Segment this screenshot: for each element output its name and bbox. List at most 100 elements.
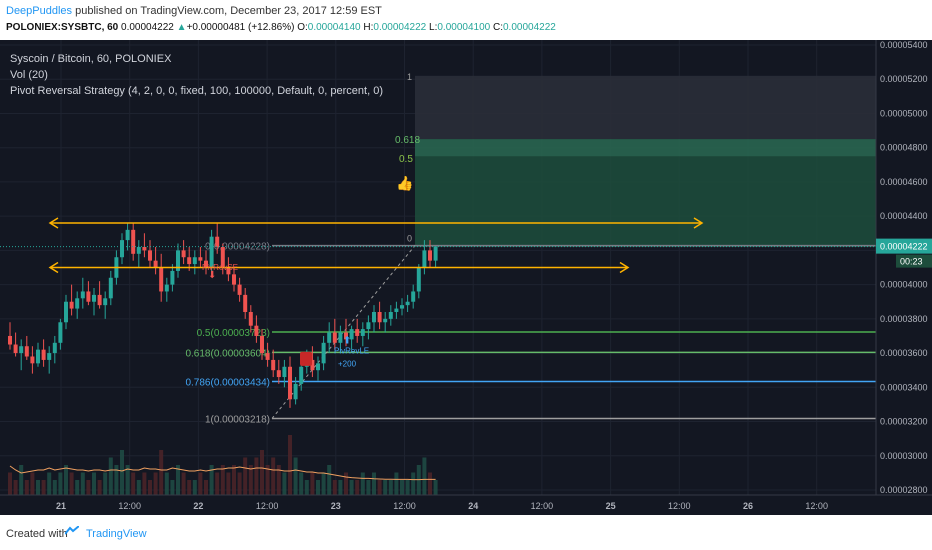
author-link[interactable]: DeepPuddles bbox=[6, 5, 73, 17]
projection-zone-band bbox=[415, 139, 876, 157]
candle-body bbox=[215, 236, 220, 247]
price-axis-label: 0.00004800 bbox=[880, 143, 928, 153]
candle-body bbox=[433, 246, 438, 261]
pivot-long-label: PivRevLE bbox=[334, 347, 369, 356]
ray-arrow-left-icon bbox=[48, 217, 59, 229]
price-axis-label: 0.00003400 bbox=[880, 382, 928, 392]
volume-bar bbox=[13, 480, 18, 495]
fib-level-label: 0.618(0.00003604) bbox=[185, 348, 270, 359]
candle-body bbox=[19, 346, 24, 354]
projection-zone-upper bbox=[415, 75, 876, 140]
volume-bar bbox=[377, 480, 382, 495]
candle-body bbox=[159, 267, 164, 292]
volume-bar bbox=[136, 480, 141, 495]
volume-bar bbox=[64, 465, 68, 495]
volume-bar bbox=[276, 465, 281, 495]
volume-bar bbox=[192, 480, 197, 495]
candle-body bbox=[170, 270, 175, 285]
candle-body bbox=[198, 257, 203, 261]
horizontal-rays[interactable] bbox=[48, 217, 704, 274]
pivot-short-label: PivRevSE bbox=[202, 263, 238, 272]
ohlc-bar: POLONIEX:SYSBTC, 60 0.00004222 ▲+0.00000… bbox=[6, 22, 556, 33]
volume-bar bbox=[103, 472, 108, 495]
candle-body bbox=[293, 383, 298, 400]
volume-bar bbox=[428, 472, 432, 495]
strategy-markers: PivRevSE⬇ ⬆PivRevLE +200 👍 bbox=[202, 175, 413, 369]
time-axis-label: 12:00 bbox=[668, 501, 691, 511]
volume-bar bbox=[383, 480, 388, 495]
candle-body bbox=[192, 257, 197, 265]
ray-arrow-right-icon bbox=[693, 217, 704, 229]
volume-bar bbox=[181, 472, 186, 495]
volume-bar bbox=[260, 450, 264, 495]
candle-body bbox=[237, 284, 242, 295]
time-axis-label: 23 bbox=[331, 501, 341, 511]
candle-body bbox=[41, 349, 46, 360]
candle-body bbox=[288, 366, 292, 400]
candle-body bbox=[338, 332, 343, 343]
volume-bar bbox=[299, 472, 304, 495]
tradingview-brand-link[interactable]: TradingView bbox=[86, 528, 147, 540]
volume-bar bbox=[293, 457, 298, 495]
volume-bar bbox=[366, 480, 371, 495]
volume-bar bbox=[288, 435, 292, 495]
ray-arrow-left-icon bbox=[48, 261, 59, 274]
close-label: C: bbox=[493, 22, 503, 33]
volume-bar bbox=[24, 480, 29, 495]
time-axis-label: 25 bbox=[606, 501, 616, 511]
legend-title: Syscoin / Bitcoin, 60, POLONIEX bbox=[10, 53, 172, 65]
price-axis-label: 0.00004600 bbox=[880, 177, 928, 187]
published-text: published on TradingView.com, December 2… bbox=[75, 5, 382, 17]
candle-body bbox=[360, 329, 365, 336]
candle-body bbox=[92, 294, 96, 302]
volume-bar bbox=[254, 457, 259, 495]
volume-bar bbox=[220, 465, 225, 495]
price-axis-label: 0.00002800 bbox=[880, 485, 928, 495]
time-axis-label: 26 bbox=[743, 501, 753, 511]
volume-bar bbox=[41, 480, 46, 495]
volume-bar bbox=[349, 480, 354, 495]
publish-header: DeepPuddles published on TradingView.com… bbox=[6, 5, 382, 17]
price-axis-label: 0.00005000 bbox=[880, 108, 928, 118]
volume-ma-line bbox=[9, 465, 436, 481]
fib-level-label: 0.5(0.00003723) bbox=[197, 328, 270, 339]
volume-bar bbox=[316, 480, 320, 495]
volume-bar bbox=[187, 480, 192, 495]
candle-body bbox=[164, 284, 169, 292]
last-price-badge-text: 0.00004222 bbox=[880, 242, 928, 252]
open-value: 0.00004140 bbox=[307, 22, 361, 33]
candle-body bbox=[75, 298, 80, 309]
candle-body bbox=[64, 301, 68, 323]
volume-bar bbox=[400, 480, 404, 495]
candle-body bbox=[97, 294, 102, 306]
countdown-text: 00:23 bbox=[900, 257, 923, 267]
price-axis-label: 0.00003800 bbox=[880, 314, 928, 324]
candle-body bbox=[327, 332, 332, 343]
candle-body bbox=[36, 349, 40, 364]
candle-body bbox=[131, 229, 136, 254]
candle-body bbox=[428, 250, 432, 261]
volume-bar bbox=[411, 472, 416, 495]
candle-body bbox=[52, 342, 57, 354]
volume-bar bbox=[52, 480, 57, 495]
volume-bar bbox=[131, 472, 136, 495]
footer: Created with TradingView bbox=[0, 515, 932, 550]
proj-label-1: 1 bbox=[407, 72, 412, 82]
low-value: 0.00004100 bbox=[437, 22, 491, 33]
volume-bar bbox=[282, 472, 287, 495]
candle-body bbox=[332, 332, 337, 343]
volume-bar bbox=[142, 472, 147, 495]
volume-bar bbox=[265, 465, 270, 495]
ray-arrow-right-icon bbox=[619, 261, 630, 274]
volume-bar bbox=[332, 480, 337, 495]
candle-body bbox=[86, 291, 91, 302]
volume-bar bbox=[405, 480, 410, 495]
pivot-short-arrow-icon: ⬇ bbox=[208, 270, 216, 281]
candle-body bbox=[125, 229, 130, 241]
candle-body bbox=[254, 325, 259, 336]
volume-bar bbox=[204, 480, 208, 495]
time-axis-label: 21 bbox=[56, 501, 66, 511]
chart-legend: Syscoin / Bitcoin, 60, POLONIEX Vol (20)… bbox=[10, 53, 383, 97]
low-label: L: bbox=[429, 22, 438, 33]
